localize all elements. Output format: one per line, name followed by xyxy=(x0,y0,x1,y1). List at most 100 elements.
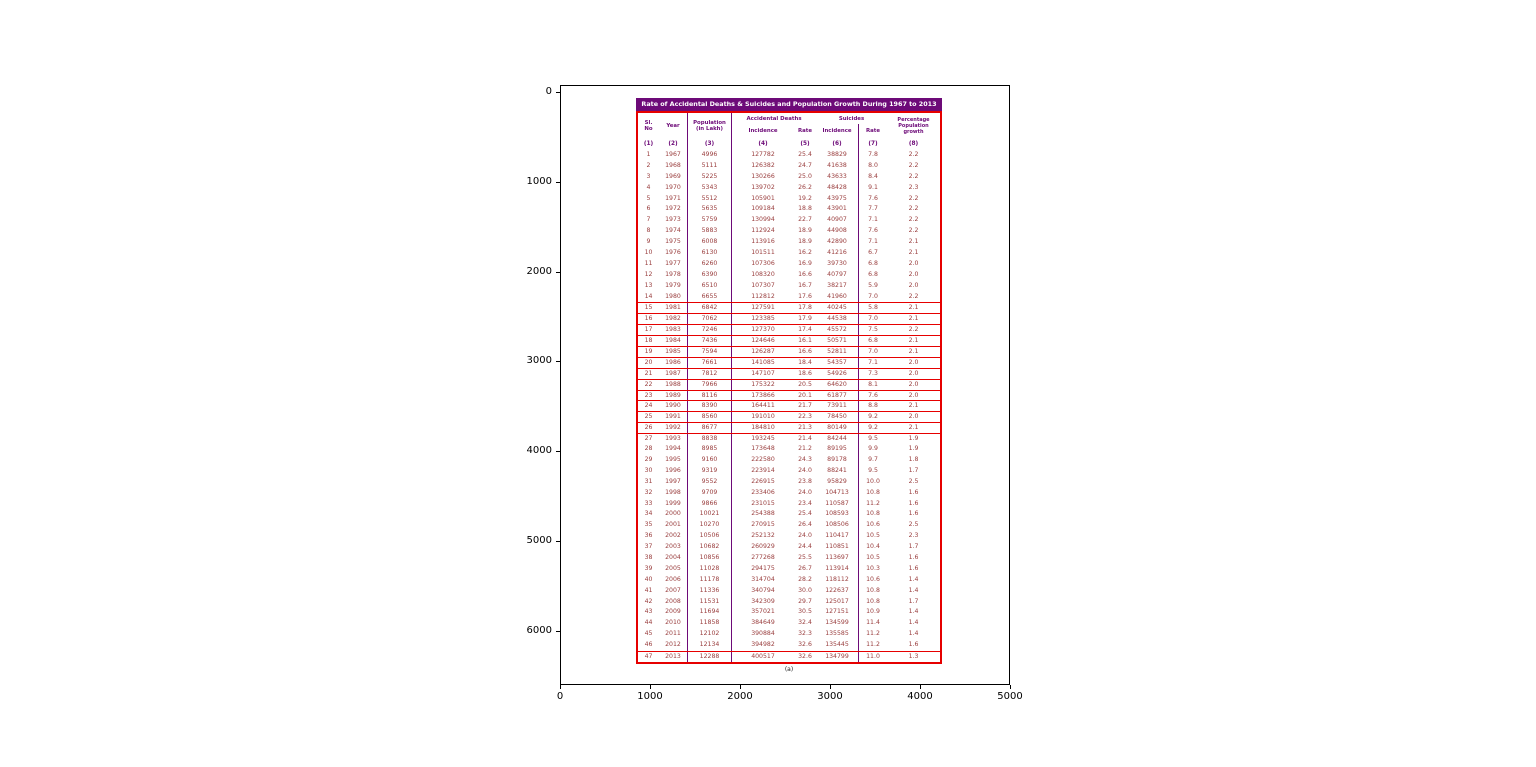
table-cell: 2.2 xyxy=(908,227,919,235)
header-accidental-deaths: Accidental Deaths xyxy=(746,115,802,122)
table-cell: 9.5 xyxy=(868,435,878,443)
table-cell: 191010 xyxy=(751,413,775,421)
table-cell: 2 xyxy=(646,161,651,169)
table-cell: 40797 xyxy=(816,269,859,281)
table-row: 2 1968 5111 126382 24.7 41638 8.0 2.2 xyxy=(638,160,940,172)
table-cell: 5635 xyxy=(688,204,732,216)
table-cell: 2013 xyxy=(659,651,688,662)
table-cell: 1.4 xyxy=(908,619,919,627)
table-cell: 23.4 xyxy=(798,499,812,507)
table-cell: 16.2 xyxy=(798,249,812,257)
table-cell: 42 xyxy=(644,597,653,605)
table-cell: 2.2 xyxy=(908,205,919,213)
table-cell: 7.6 xyxy=(868,391,878,399)
table-cell: 184810 xyxy=(751,424,775,432)
table-cell: 2000 xyxy=(659,509,688,521)
table-cell: 21.7 xyxy=(798,402,812,410)
table-cell: 73911 xyxy=(816,401,859,412)
table-cell: 17.6 xyxy=(798,292,812,300)
table-row: 29 1995 9160 222580 24.3 89178 9.7 1.8 xyxy=(638,454,940,466)
table-cell: 10270 xyxy=(688,520,732,532)
table-cell: 112924 xyxy=(751,227,775,235)
table-row: 9 1975 6008 113916 18.9 42890 7.1 2.1 xyxy=(638,237,940,249)
table-cell: 24.0 xyxy=(798,466,812,474)
table-cell: 135445 xyxy=(816,640,859,651)
table-cell: 9160 xyxy=(688,454,732,466)
table-cell: 252132 xyxy=(751,532,775,540)
table-cell: 127782 xyxy=(751,151,775,158)
table-cell: 7.7 xyxy=(868,205,878,213)
table-row: 45 2011 12102 390884 32.3 135585 11.2 1.4 xyxy=(638,629,940,641)
table-row: 13 1979 6510 107307 16.7 38217 5.9 2.0 xyxy=(638,280,940,292)
table-cell: 1995 xyxy=(659,454,688,466)
table-cell: 123385 xyxy=(751,315,775,323)
table-cell: 25.4 xyxy=(798,510,812,518)
table-cell: 12 xyxy=(644,270,653,278)
table-cell: 26.2 xyxy=(798,183,812,191)
table-cell: 32.3 xyxy=(798,630,812,638)
table-cell: 233406 xyxy=(751,488,775,496)
table-row: 41 2007 11336 340794 30.0 122637 10.8 1.4 xyxy=(638,585,940,597)
table-cell: 6.7 xyxy=(868,249,878,257)
table-cell: 18.6 xyxy=(798,369,812,377)
table-cell: 7.3 xyxy=(868,369,878,377)
table-cell: 1972 xyxy=(659,204,688,216)
table-cell: 5883 xyxy=(688,226,732,238)
table-cell: 342309 xyxy=(751,597,775,605)
table-row: 23 1989 8116 173866 20.1 61877 7.6 2.0 xyxy=(638,389,940,401)
table-cell: 193245 xyxy=(751,435,775,443)
table-cell: 12134 xyxy=(688,640,732,651)
table-cell: 16.1 xyxy=(798,337,812,345)
table-row: 34 2000 10021 254388 25.4 108593 10.8 1.6 xyxy=(638,509,940,521)
table-cell: 2007 xyxy=(659,585,688,597)
table-cell: 294175 xyxy=(751,564,775,572)
table-cell: 95829 xyxy=(816,476,859,488)
table-cell: 6.8 xyxy=(868,270,878,278)
table-cell: 384649 xyxy=(751,619,775,627)
table-cell: 173866 xyxy=(751,391,775,399)
table-cell: 25.5 xyxy=(798,553,812,561)
table-cell: 127591 xyxy=(751,304,775,312)
table-cell: 42890 xyxy=(816,237,859,249)
table-cell: 8.1 xyxy=(868,380,878,388)
table-cell: 24.3 xyxy=(798,455,812,463)
x-tick-label: 3000 xyxy=(817,691,843,702)
table-cell: 10682 xyxy=(688,542,732,553)
table-cell: 61877 xyxy=(816,390,859,401)
table-cell: 38 xyxy=(644,553,653,561)
table-cell: 26 xyxy=(644,424,653,432)
table-cell: 7.6 xyxy=(868,227,878,235)
y-tick-label: 2000 xyxy=(526,265,552,277)
table-cell: 113697 xyxy=(816,552,859,564)
y-tick-label: 4000 xyxy=(526,445,552,457)
table-cell: 18 xyxy=(644,337,653,345)
table-cell: 7.5 xyxy=(868,326,878,334)
table-cell: 5343 xyxy=(688,182,732,194)
table-cell: 8560 xyxy=(688,412,732,423)
y-tick-label: 3000 xyxy=(526,355,552,367)
table-cell: 1.4 xyxy=(908,575,919,583)
table-cell: 16.6 xyxy=(798,270,812,278)
table-cell: 6390 xyxy=(688,269,732,281)
table-cell: 16.6 xyxy=(798,348,812,356)
table-cell: 10.6 xyxy=(866,521,880,529)
table-cell: 6.8 xyxy=(868,259,878,267)
table-cell: 1.9 xyxy=(908,445,919,453)
table-cell: 108320 xyxy=(751,270,775,278)
table-cell: 134799 xyxy=(816,651,859,662)
table-cell: 124646 xyxy=(751,337,775,345)
table-cell: 6260 xyxy=(688,258,732,270)
table-cell: 2.1 xyxy=(908,337,919,345)
table-cell: 9.2 xyxy=(868,424,878,432)
table-cell: 10856 xyxy=(688,552,732,564)
table-cell: 1.8 xyxy=(908,455,919,463)
table-cell: 9709 xyxy=(688,487,732,499)
table-cell: 2.0 xyxy=(908,358,919,366)
table-cell: 2011 xyxy=(659,629,688,641)
table-cell: 9.2 xyxy=(868,413,878,421)
table-row: 28 1994 8985 173648 21.2 89195 9.9 1.9 xyxy=(638,444,940,455)
table-cell: 9319 xyxy=(688,465,732,477)
table-cell: 1971 xyxy=(659,193,688,205)
table-cell: 110417 xyxy=(816,531,859,543)
table-cell: 6510 xyxy=(688,280,732,292)
